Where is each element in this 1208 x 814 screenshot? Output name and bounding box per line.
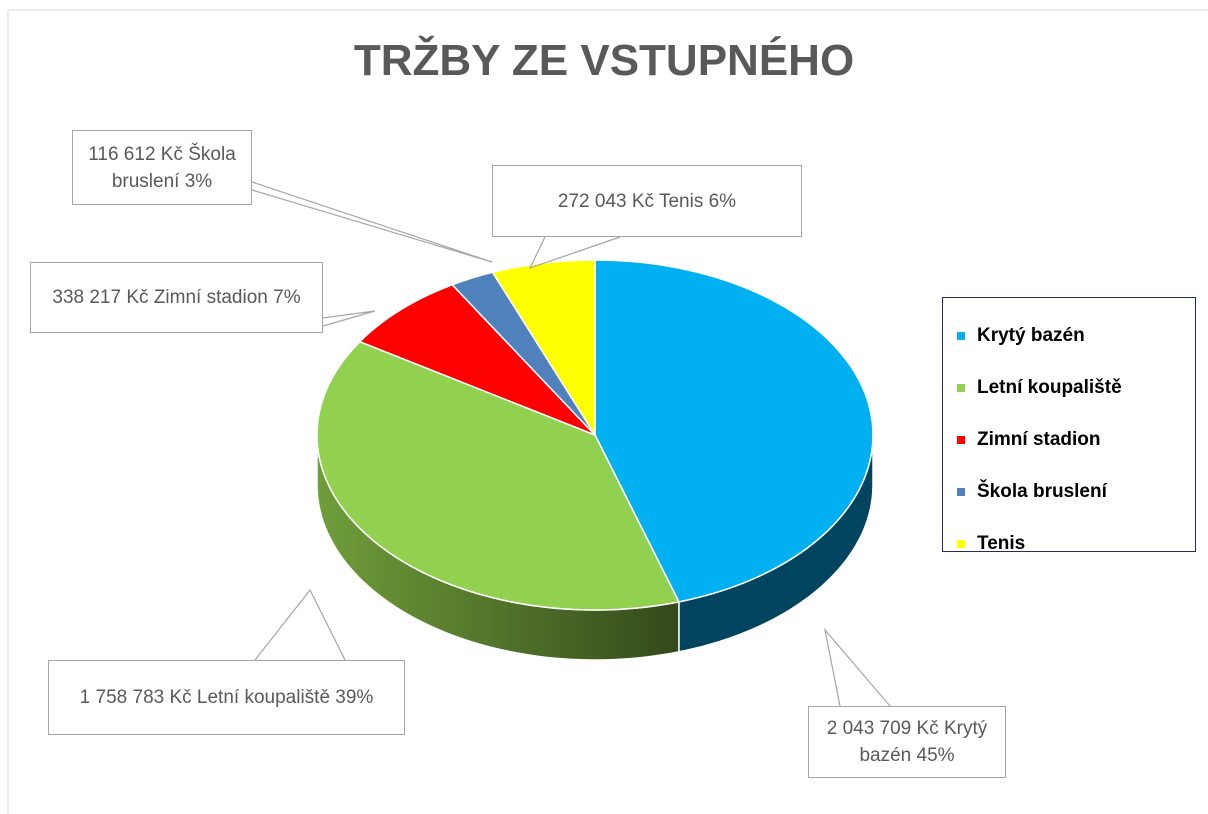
- leader-line: [254, 588, 346, 661]
- legend-swatch: [957, 540, 965, 548]
- legend-entry: Zimní stadion: [957, 414, 1195, 466]
- legend-entry: Letní koupaliště: [957, 362, 1195, 414]
- legend-label: Krytý bazén: [977, 325, 1085, 346]
- chart-title: TRŽBY ZE VSTUPNÉHO: [353, 36, 855, 85]
- data-label: 1 758 783 Kč Letní koupaliště 39%: [48, 660, 405, 735]
- data-label: 116 612 Kč Škola bruslení 3%: [72, 130, 252, 205]
- legend-swatch: [957, 332, 965, 340]
- legend-label: Tenis: [977, 533, 1026, 554]
- legend-swatch: [957, 384, 965, 392]
- legend-entry: Škola bruslení: [957, 466, 1195, 518]
- legend-entry: Tenis: [957, 518, 1195, 570]
- legend: Krytý bazén Letní koupaliště Zimní stadion…: [942, 297, 1196, 554]
- data-label: 272 043 Kč Tenis 6%: [492, 165, 802, 237]
- slice: [316, 340, 681, 611]
- leader-line: [251, 181, 493, 263]
- data-label: 338 217 Kč Zimní stadion 7%: [30, 262, 323, 333]
- slice: [594, 259, 874, 603]
- leader-line: [528, 236, 621, 270]
- legend-entry: Krytý bazén: [957, 310, 1195, 362]
- data-label: 2 043 709 Kč Krytý bazén 45%: [808, 706, 1006, 778]
- legend-swatch: [957, 488, 965, 496]
- leader-line: [823, 627, 891, 707]
- legend-label: Škola bruslení: [977, 481, 1107, 502]
- legend-label: Letní koupaliště: [977, 377, 1122, 398]
- slice: [358, 283, 596, 436]
- leader-line: [322, 310, 376, 327]
- legend-swatch: [957, 436, 965, 444]
- legend-label: Zimní stadion: [977, 429, 1101, 450]
